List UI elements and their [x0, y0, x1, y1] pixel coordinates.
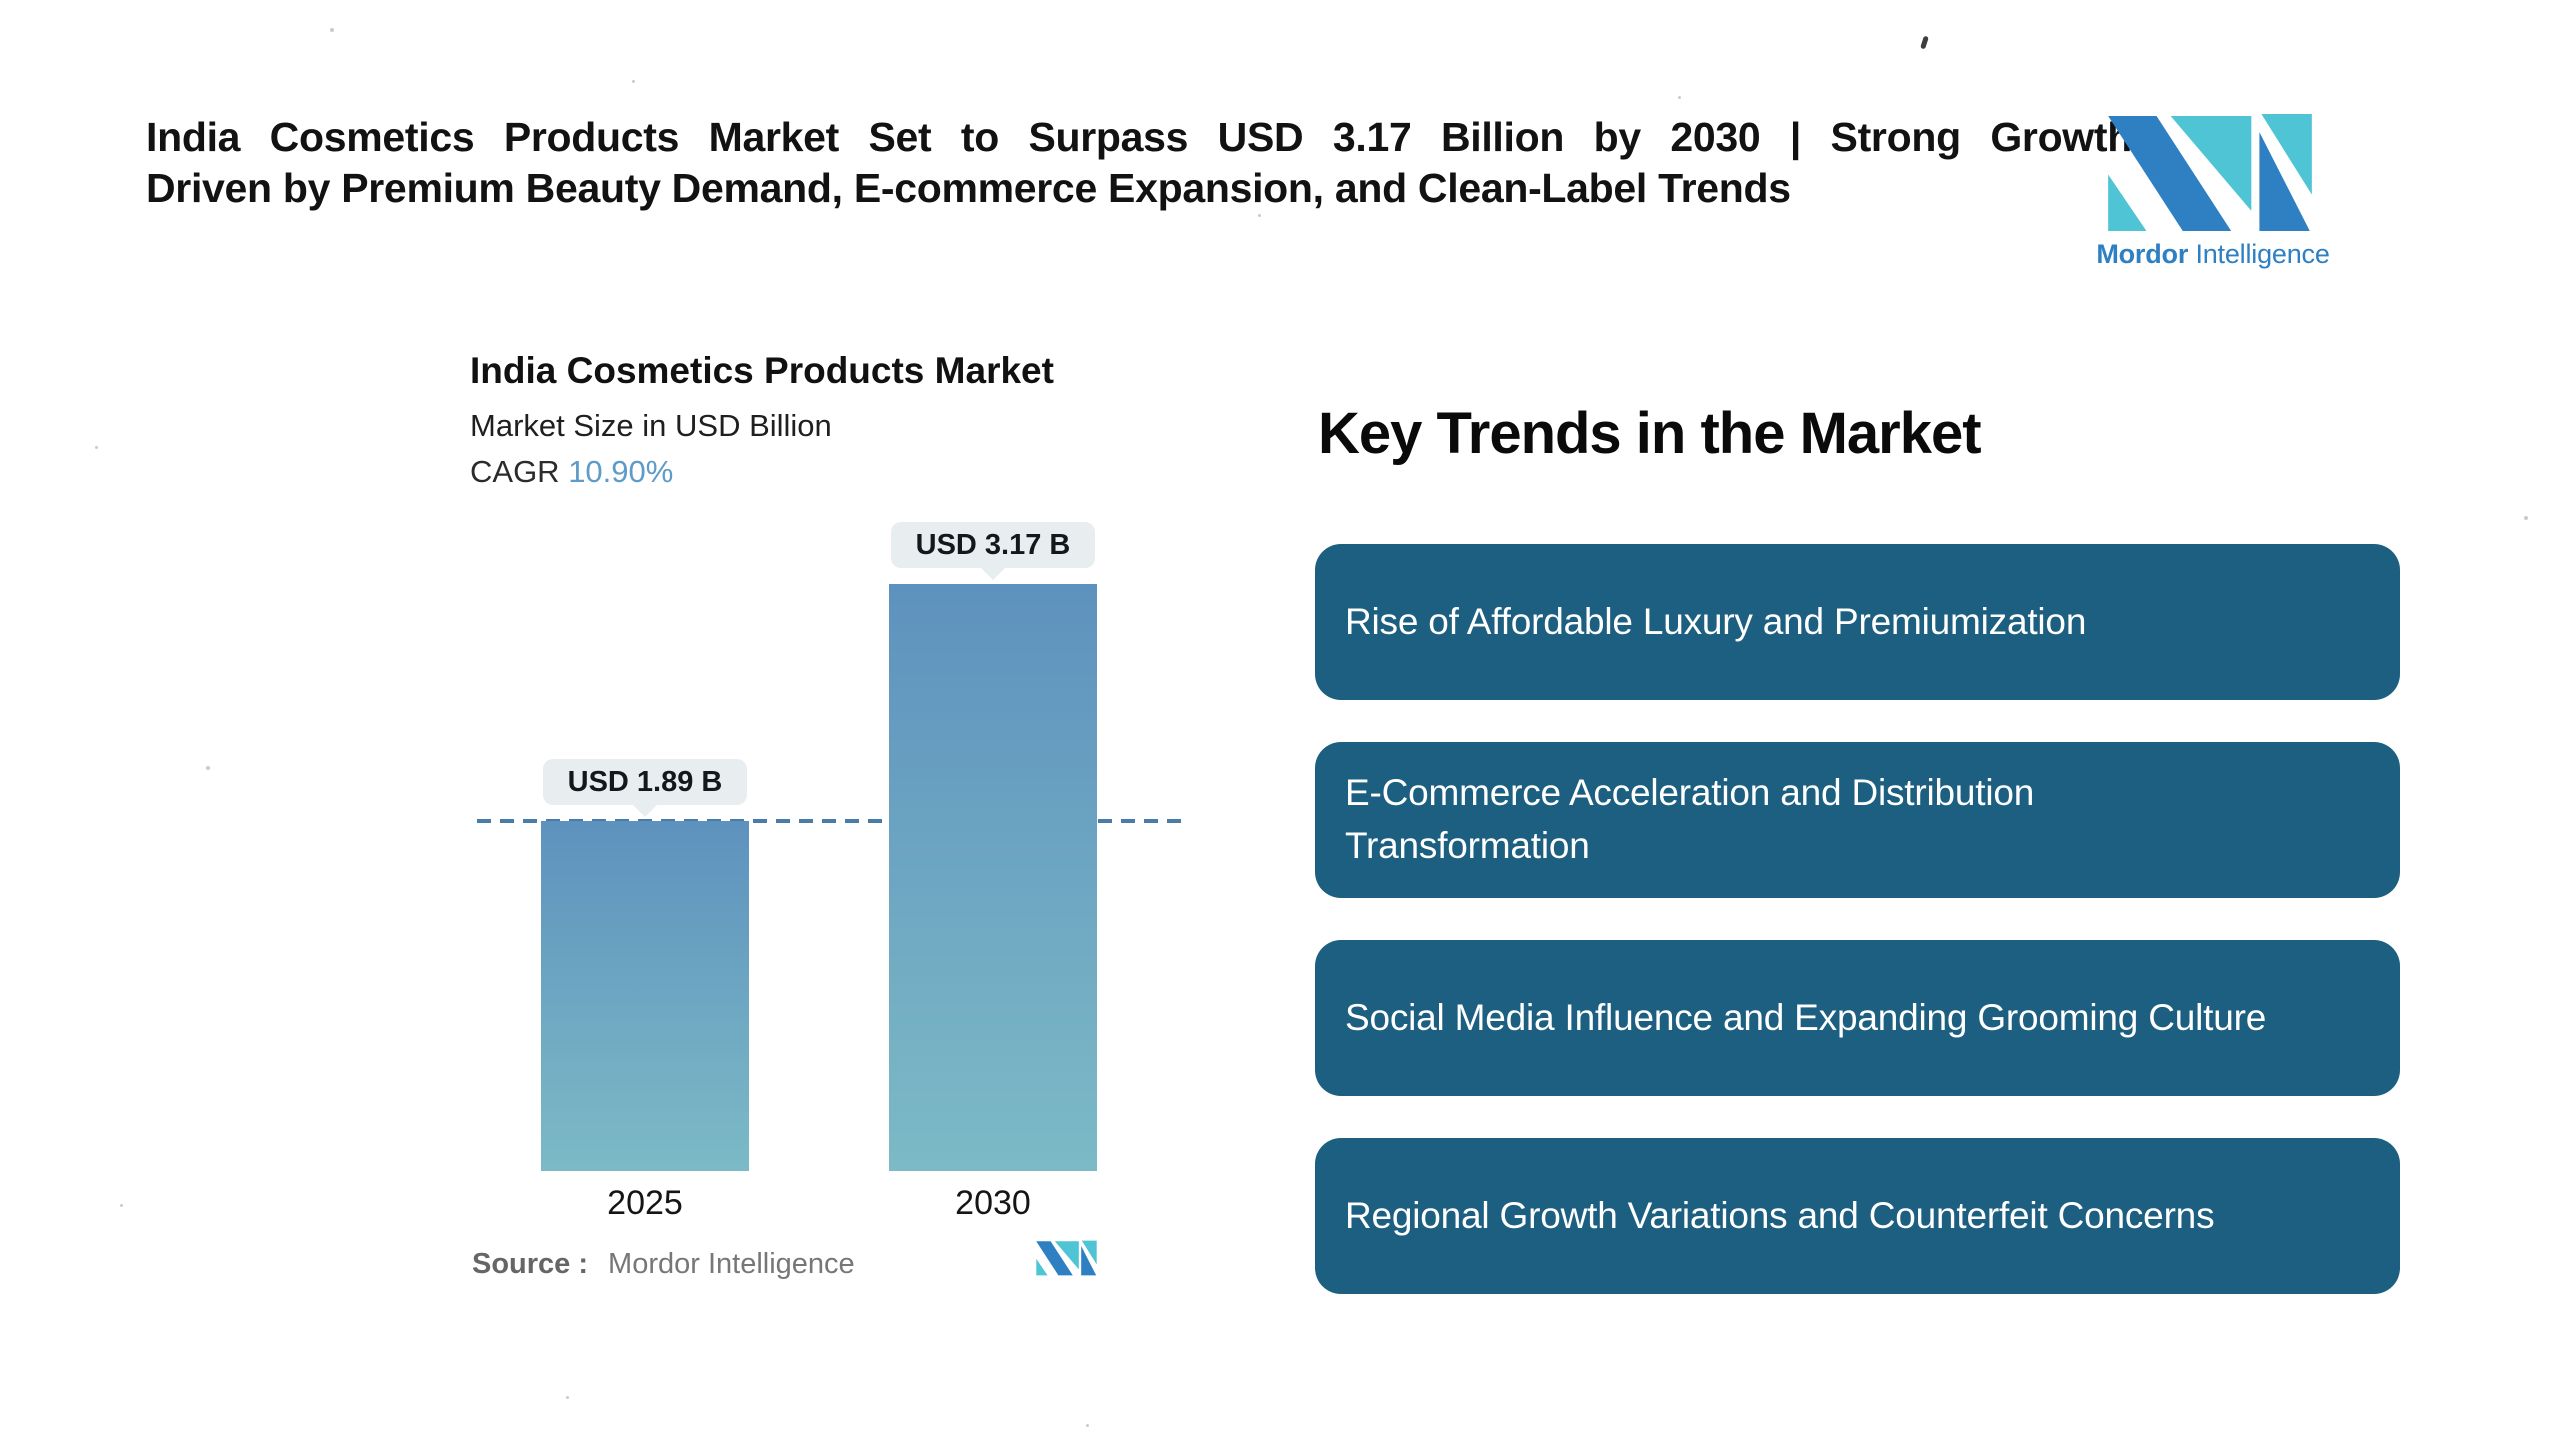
- trend-card-text: Regional Growth Variations and Counterfe…: [1345, 1194, 2215, 1236]
- trend-card-text: Rise of Affordable Luxury and Premiumiza…: [1345, 600, 2087, 642]
- trends-heading: Key Trends in the Market: [1318, 401, 1982, 466]
- value-label-2025-text: USD 1.89 B: [567, 765, 723, 798]
- page-title: India Cosmetics Products Market Set to S…: [146, 112, 2132, 214]
- noise-speck: [1678, 96, 1681, 99]
- trend-card-text: Social Media Influence and Expanding Gro…: [1345, 996, 2267, 1038]
- x-axis-label-2025: 2025: [607, 1184, 683, 1222]
- brand-name-regular: Intelligence: [2188, 239, 2330, 269]
- bar-2025: [541, 821, 749, 1171]
- noise-speck: [206, 766, 210, 770]
- noise-speck: [1086, 1424, 1089, 1427]
- chart-subtitle: Market Size in USD Billion: [470, 408, 832, 443]
- noise-speck: [632, 80, 635, 83]
- page-title-line2: Driven by Premium Beauty Demand, E-comme…: [146, 165, 1791, 211]
- source-value: Mordor Intelligence: [608, 1248, 855, 1280]
- noise-speck: [1258, 214, 1261, 217]
- trend-card: Social Media Influence and Expanding Gro…: [1315, 940, 2400, 1096]
- page-title-line1: India Cosmetics Products Market Set to S…: [146, 114, 2132, 160]
- trend-card-text: E-Commerce Acceleration and Distribution…: [1345, 772, 2035, 866]
- bar-2030: [889, 584, 1097, 1171]
- brand-logo: Mordor Intelligence: [2093, 112, 2333, 270]
- x-axis-label-2030: 2030: [955, 1184, 1031, 1222]
- source-label: Source :: [472, 1248, 589, 1280]
- reference-dashed-line: [477, 819, 1185, 823]
- chart-cagr: CAGR 10.90%: [470, 454, 673, 490]
- trend-card: Rise of Affordable Luxury and Premiumiza…: [1315, 544, 2400, 700]
- trend-card: E-Commerce Acceleration and Distribution…: [1315, 742, 2400, 898]
- cagr-value: 10.90%: [568, 454, 674, 489]
- noise-speck: [120, 1204, 123, 1207]
- noise-speck: [566, 1396, 569, 1399]
- noise-speck: [2524, 516, 2528, 520]
- source-brand-mini-icon: [1036, 1240, 1097, 1276]
- chart-title: India Cosmetics Products Market: [470, 350, 1054, 391]
- trend-card: Regional Growth Variations and Counterfe…: [1315, 1138, 2400, 1294]
- brand-name-bold: Mordor: [2096, 239, 2189, 269]
- source-line: Source : Mordor Intelligence: [472, 1248, 855, 1281]
- noise-speck: [95, 446, 98, 449]
- brand-wordmark: Mordor Intelligence: [2093, 239, 2333, 270]
- value-label-2030-text: USD 3.17 B: [915, 528, 1071, 561]
- value-label-2030: USD 3.17 B: [891, 522, 1095, 568]
- brand-logo-icon: [2108, 112, 2312, 233]
- value-label-2025: USD 1.89 B: [543, 759, 747, 805]
- noise-speck: [330, 28, 334, 32]
- noise-tick: [1920, 35, 1929, 50]
- cagr-label: CAGR: [470, 454, 569, 489]
